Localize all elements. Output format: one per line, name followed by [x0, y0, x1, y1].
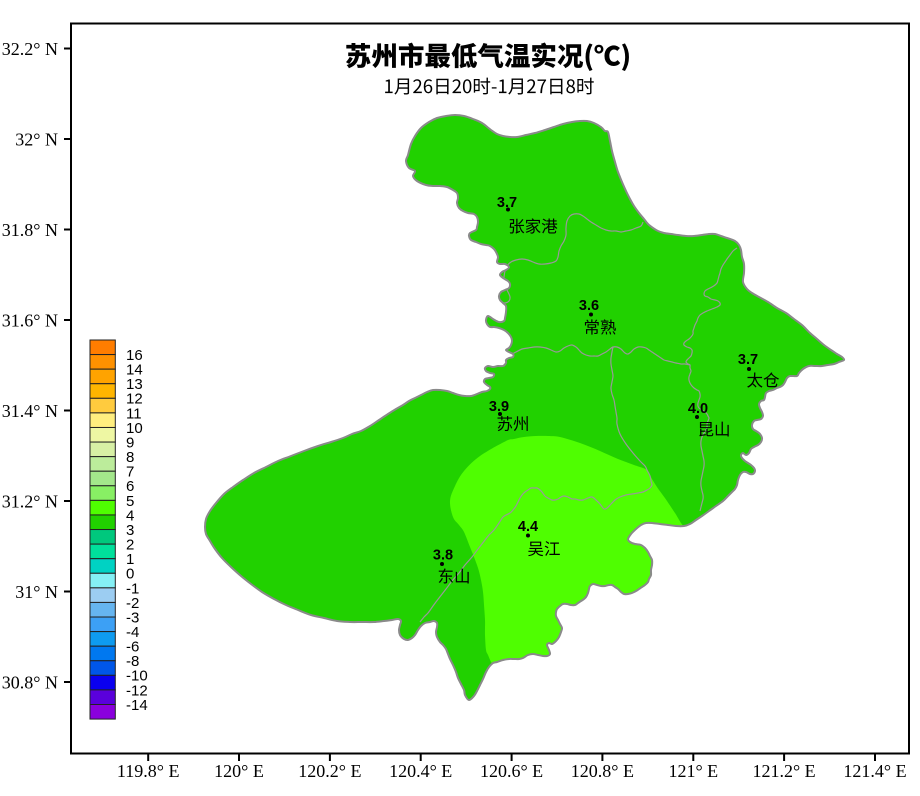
svg-text:3.6: 3.6	[579, 298, 599, 314]
svg-text:8: 8	[126, 449, 134, 466]
svg-text:-14: -14	[126, 697, 148, 714]
svg-text:31.2° N: 31.2° N	[2, 492, 58, 512]
svg-text:31.8° N: 31.8° N	[2, 220, 58, 240]
svg-text:31.6° N: 31.6° N	[2, 311, 58, 331]
svg-text:9: 9	[126, 435, 134, 452]
svg-text:13: 13	[126, 376, 143, 393]
svg-text:32.2° N: 32.2° N	[2, 39, 58, 59]
svg-text:31.4° N: 31.4° N	[2, 401, 58, 421]
svg-text:6: 6	[126, 478, 134, 495]
svg-text:120.2° E: 120.2° E	[298, 761, 361, 781]
svg-text:-10: -10	[126, 668, 148, 685]
svg-text:14: 14	[126, 362, 143, 379]
svg-text:120.6° E: 120.6° E	[480, 761, 543, 781]
svg-text:-2: -2	[126, 595, 139, 612]
svg-text:120.4° E: 120.4° E	[389, 761, 452, 781]
svg-text:121.2° E: 121.2° E	[752, 761, 815, 781]
svg-text:32° N: 32° N	[15, 130, 58, 150]
svg-text:30.8° N: 30.8° N	[2, 673, 58, 693]
svg-text:3: 3	[126, 522, 134, 539]
svg-text:1: 1	[126, 551, 134, 568]
svg-text:3.8: 3.8	[433, 548, 453, 564]
svg-text:5: 5	[126, 493, 134, 510]
svg-text:-3: -3	[126, 609, 139, 626]
svg-text:16: 16	[126, 347, 143, 364]
svg-text:-6: -6	[126, 639, 139, 656]
svg-text:-8: -8	[126, 653, 139, 670]
svg-text:-4: -4	[126, 624, 139, 641]
svg-text:-12: -12	[126, 682, 148, 699]
svg-text:3.7: 3.7	[738, 352, 758, 368]
svg-text:4.0: 4.0	[688, 401, 708, 417]
svg-text:7: 7	[126, 464, 134, 481]
svg-text:3.9: 3.9	[489, 399, 509, 415]
svg-text:120.8° E: 120.8° E	[571, 761, 634, 781]
svg-text:10: 10	[126, 420, 143, 437]
svg-text:4: 4	[126, 507, 134, 524]
svg-text:12: 12	[126, 391, 143, 408]
svg-text:4.4: 4.4	[518, 519, 538, 535]
svg-text:-1: -1	[126, 580, 139, 597]
svg-text:119.8° E: 119.8° E	[117, 761, 180, 781]
svg-text:121° E: 121° E	[668, 761, 718, 781]
svg-text:120° E: 120° E	[214, 761, 264, 781]
svg-text:2: 2	[126, 537, 134, 554]
svg-text:11: 11	[126, 405, 142, 422]
svg-text:0: 0	[126, 566, 134, 583]
svg-text:121.4° E: 121.4° E	[843, 761, 906, 781]
svg-text:3.7: 3.7	[497, 195, 517, 211]
svg-text:31° N: 31° N	[15, 582, 58, 602]
